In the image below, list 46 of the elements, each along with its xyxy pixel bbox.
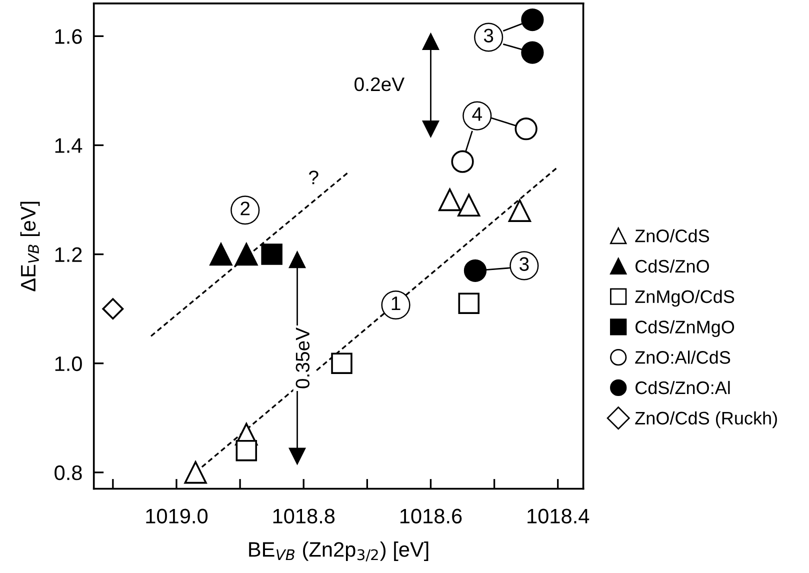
point — [514, 118, 538, 140]
annotation: 4 — [472, 107, 482, 121]
point — [261, 244, 282, 265]
x-tick-label: 1018.6 — [400, 508, 462, 524]
y-tick-label: 1.0 — [55, 356, 82, 372]
point — [508, 199, 532, 222]
y-tick-label: 1.4 — [55, 138, 82, 153]
legend-label: CdS/ZnO:Al — [636, 380, 730, 394]
legend-label: CdS/ZnMgO — [636, 320, 734, 338]
legend-label: ZnO:Al/CdS — [635, 350, 730, 364]
annotation: 0.35eV — [296, 327, 310, 388]
point — [184, 461, 207, 484]
point — [458, 194, 480, 217]
point — [288, 448, 306, 464]
point — [438, 188, 462, 212]
annotation: 0.2eV — [354, 77, 405, 92]
point — [521, 41, 544, 64]
point — [210, 242, 232, 266]
annotation: 1 — [392, 296, 400, 310]
annotation: 3 — [520, 257, 529, 271]
annotation: 2 — [240, 202, 250, 216]
point — [235, 242, 258, 266]
x-tick-label: 1018.4 — [528, 508, 590, 524]
annotation: 3 — [484, 28, 494, 42]
x-axis-title: BE$_{VB}$ (Zn2p$_{3/2}$) [eV] — [249, 542, 428, 562]
legend-label: ZnMgO/CdS — [635, 290, 734, 307]
legend-label: ZnO/CdS (Ruckh) — [635, 411, 777, 428]
point — [331, 352, 352, 374]
legend-label: CdS/ZnO — [636, 259, 709, 273]
x-tick-label: 1018.8 — [273, 508, 335, 524]
y-tick-label: 1.6 — [55, 29, 82, 44]
point — [236, 440, 258, 462]
point — [422, 33, 440, 50]
y-tick-label: 1.2 — [55, 247, 82, 262]
point — [464, 259, 487, 282]
legend-label: ZnO/CdS — [635, 229, 710, 242]
y-axis-title: ΔE$_{VB}$ [eV] — [20, 202, 40, 292]
annotation: ? — [308, 170, 318, 184]
point — [521, 8, 544, 32]
point — [102, 298, 124, 320]
point — [288, 251, 306, 268]
y-tick-label: 0.8 — [54, 465, 82, 480]
x-tick-label: 1019.0 — [146, 508, 208, 524]
point — [422, 120, 440, 138]
point — [451, 150, 474, 173]
point — [458, 292, 480, 314]
